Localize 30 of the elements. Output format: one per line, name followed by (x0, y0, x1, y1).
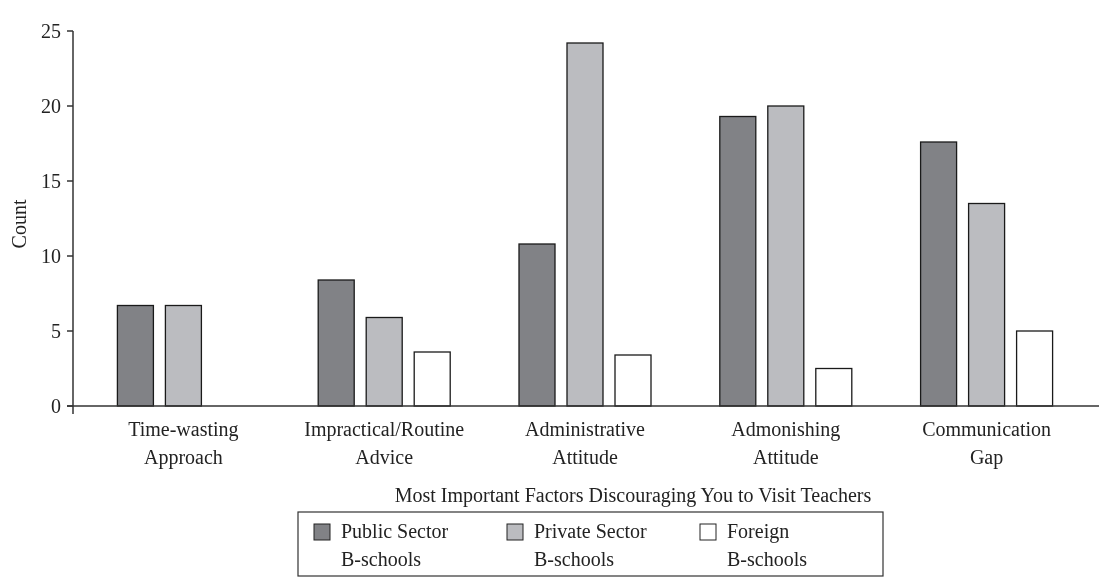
y-tick-label: 10 (41, 245, 61, 267)
y-tick-label: 0 (51, 395, 61, 417)
bar (413, 351, 451, 407)
y-tick-label: 25 (41, 20, 61, 42)
x-tick-label: Impractical/Routine Advice (304, 418, 465, 468)
bar (1015, 330, 1054, 407)
bar (767, 105, 805, 407)
y-tick-label: 15 (41, 170, 61, 192)
bar (967, 202, 1006, 407)
x-tick-label: Communication Gap (922, 418, 1052, 469)
bar (566, 42, 604, 407)
y-tick-label: 20 (41, 95, 61, 117)
legend-label: Public Sector B-schools (341, 520, 449, 570)
legend-label: Foreign B-schools (727, 520, 808, 570)
bar (614, 354, 652, 407)
bar (518, 243, 556, 407)
x-axis-title: Most Important Factors Discouraging You to Visit Teachers (394, 484, 872, 507)
legend-label: Private Sector B-schools (534, 520, 648, 570)
bar (815, 367, 853, 407)
bar (365, 316, 403, 407)
bar (719, 115, 757, 407)
bar (317, 279, 355, 407)
y-axis-title: Count (8, 199, 30, 249)
bar (116, 304, 155, 407)
x-tick-label: Admonishing Attitude (731, 418, 841, 468)
bar (919, 141, 958, 407)
bar (164, 304, 203, 407)
x-tick-label: Time-wasting Approach (128, 418, 239, 469)
x-tick-label: Administrative Attitude (525, 418, 646, 468)
y-tick-label: 5 (51, 320, 61, 342)
